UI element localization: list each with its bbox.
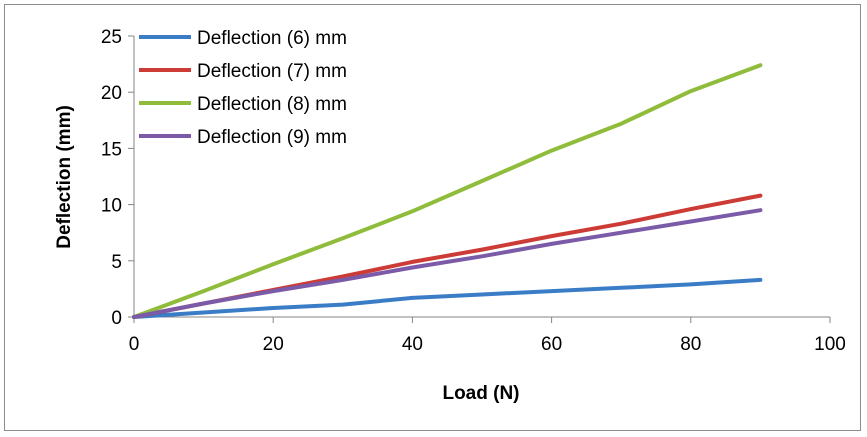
legend-label-3: Deflection (8) mm [197,94,347,115]
x-tick-label: 80 [680,334,701,355]
x-tick-label: 20 [263,334,284,355]
y-tick-label: 20 [101,83,122,104]
legend-label-1: Deflection (6) mm [197,28,347,49]
series-line-1 [132,277,763,319]
series-layer [132,63,763,319]
axes: 0 5 10 15 20 25 0 20 40 60 80 100 [101,27,846,355]
x-tick-label: 40 [402,334,423,355]
x-tick-label: 60 [541,334,562,355]
legend-label-2: Deflection (7) mm [197,61,347,82]
legend: Deflection (6) mm Deflection (7) mm Deflec… [139,28,347,148]
y-tick-label: 10 [101,196,122,217]
series-line-3 [132,63,763,319]
x-tick-label: 100 [814,334,846,355]
legend-label-4: Deflection (9) mm [197,127,347,148]
y-tick-label: 15 [101,139,122,160]
series-line-4 [132,208,763,319]
x-tick-label: 0 [129,334,140,355]
x-axis-title: Load (N) [442,383,519,404]
y-tick-label: 5 [111,252,122,273]
y-tick-label: 25 [101,27,122,48]
y-tick-label: 0 [111,308,122,329]
y-axis-title: Deflection (mm) [54,105,75,249]
